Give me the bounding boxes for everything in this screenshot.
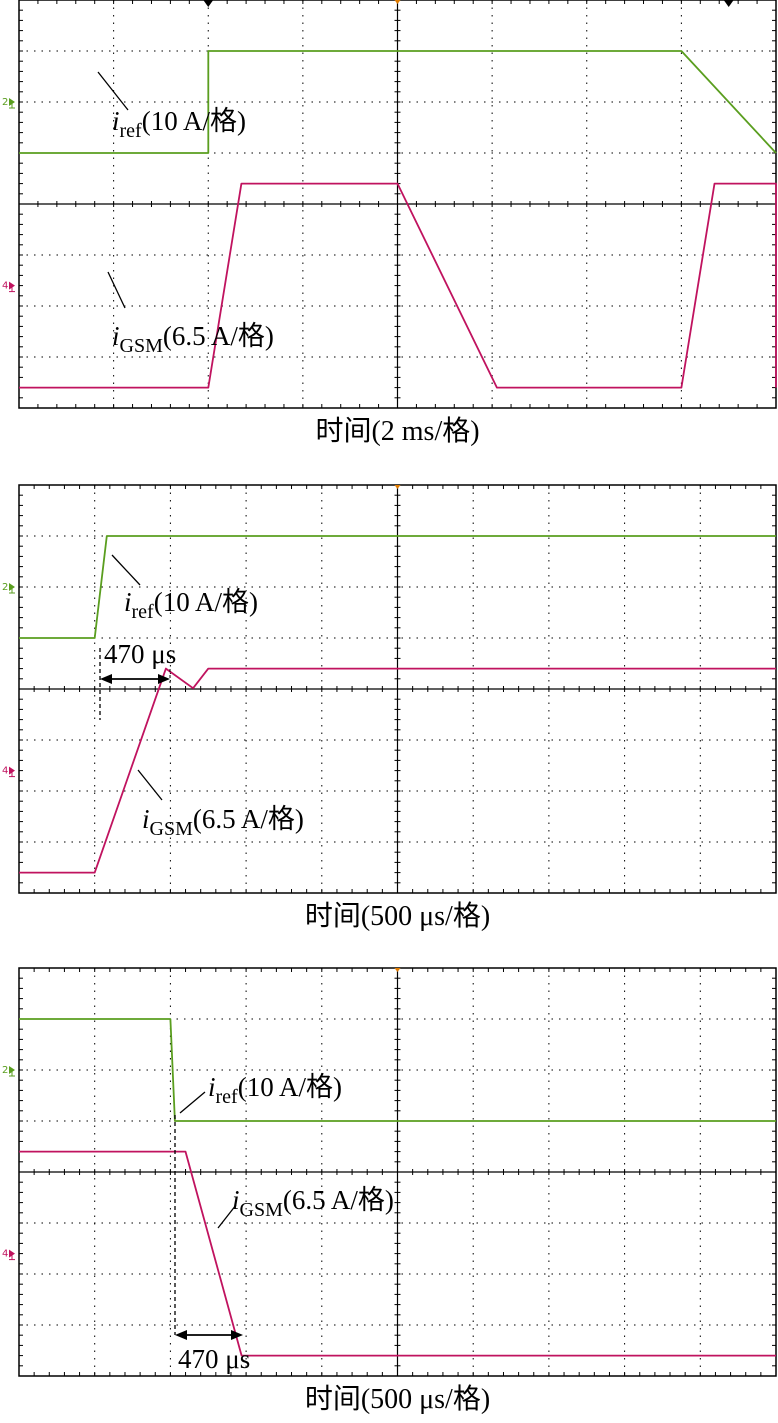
channel-number: 4 (2, 281, 8, 292)
delay-label: 470 μs (178, 1344, 250, 1374)
channel-number: 4 (2, 766, 8, 777)
channel-number: 2 (2, 582, 8, 593)
trigger-center-icon (394, 0, 401, 4)
channel-2-marker: 2 (2, 582, 15, 594)
igsm-leader-line (137, 769, 163, 801)
time-axis-caption: 时间(500 μs/格) (305, 900, 490, 932)
arrowhead-left-icon (100, 674, 112, 684)
iref-leader-line (97, 71, 129, 111)
iref-label: iref(10 A/格) (124, 587, 258, 623)
arrowhead-right-icon (158, 674, 170, 684)
delay-label: 470 μs (104, 639, 176, 669)
channel-number: 2 (2, 97, 8, 108)
igsm-trace (19, 1150, 776, 1357)
iref-leader-line (111, 554, 141, 586)
igsm-label: iGSM(6.5 A/格) (142, 804, 304, 840)
oscilloscope-panel-2: 2 4 iref(10 A/格) iGSM(6.5 A/格) 470 μs 时间(500 … (2, 484, 777, 932)
trigger-center-icon (394, 485, 401, 489)
iref-trace (19, 535, 776, 639)
time-axis-caption: 时间(2 ms/格) (315, 415, 479, 447)
oscilloscope-panel-3: 2 4 iref(10 A/格) iGSM(6.5 A/格) 470 μs 时间(500 … (2, 967, 777, 1415)
igsm-leader-line (217, 1204, 237, 1229)
arrowhead-left-icon (175, 1330, 187, 1340)
trigger-marker-icon (723, 0, 734, 7)
igsm-label: iGSM(6.5 A/格) (232, 1185, 394, 1221)
channel-number: 2 (2, 1065, 8, 1076)
trigger-center-icon (394, 968, 401, 972)
channel-4-marker: 4 (2, 281, 15, 293)
channel-4-marker: 4 (2, 1249, 15, 1261)
igsm-label: iGSM(6.5 A/格) (112, 321, 274, 357)
oscilloscope-panel-1: 2 4 iref(10 A/格) iGSM(6.5 A/格) 时间(2 ms/格) (2, 0, 777, 447)
igsm-leader-line (107, 271, 126, 309)
channel-number: 4 (2, 1249, 8, 1260)
arrowhead-right-icon (231, 1330, 243, 1340)
channel-4-marker: 4 (2, 766, 15, 778)
channel-2-marker: 2 (2, 1065, 15, 1077)
iref-trace (19, 1018, 776, 1122)
igsm-trace (19, 182, 777, 389)
igsm-trace (19, 667, 776, 874)
iref-trace (19, 50, 777, 154)
iref-label: iref(10 A/格) (112, 106, 246, 142)
channel-2-marker: 2 (2, 97, 15, 109)
trigger-marker-icon (203, 0, 214, 7)
iref-leader-line (179, 1091, 206, 1114)
iref-label: iref(10 A/格) (208, 1072, 342, 1108)
time-axis-caption: 时间(500 μs/格) (305, 1383, 490, 1415)
